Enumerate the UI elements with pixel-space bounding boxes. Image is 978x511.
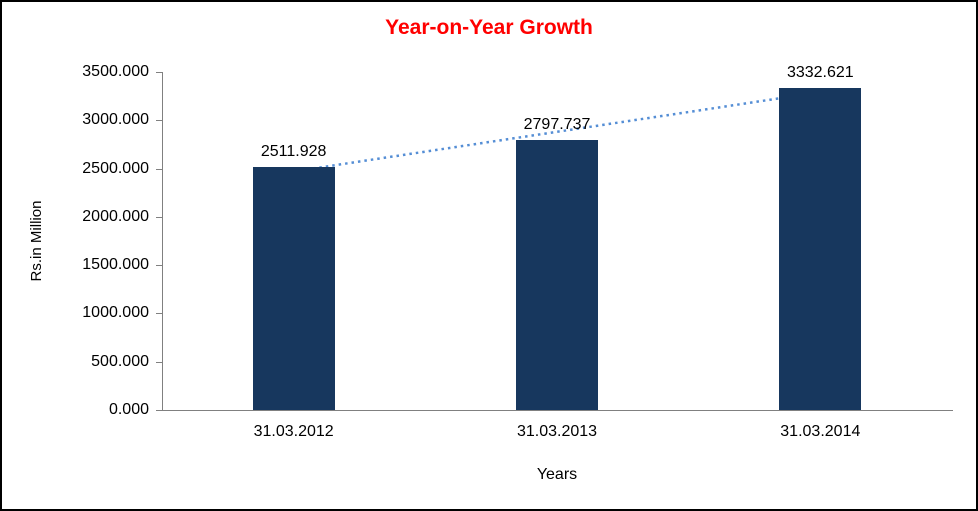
x-axis-title: Years — [536, 466, 578, 483]
y-tick-label: 0.000 — [108, 401, 149, 418]
y-tick-label: 500.000 — [91, 352, 149, 370]
y-tick-mark — [156, 313, 162, 315]
x-axis-line — [156, 410, 953, 411]
y-tick-mark — [156, 361, 162, 363]
y-tick-mark — [156, 168, 162, 170]
x-tick-label: 31.03.2012 — [253, 423, 334, 440]
bar-31.03.2014 — [779, 88, 862, 410]
bar-value-label: 3332.621 — [786, 64, 854, 82]
bar-31.03.2013 — [516, 139, 598, 410]
bar-31.03.2012 — [252, 167, 335, 410]
bar-value-label: 2797.737 — [523, 115, 591, 133]
x-tick-label: 31.03.2013 — [516, 423, 598, 440]
y-axis-line — [162, 72, 163, 411]
y-axis-title: Rs.in Million — [28, 200, 45, 282]
chart-title: Year-on-Year Growth — [385, 16, 593, 39]
y-tick-label: 2500.000 — [82, 159, 149, 177]
y-tick-mark — [156, 410, 162, 411]
y-tick-mark — [156, 265, 162, 267]
y-tick-label: 3500.000 — [82, 63, 149, 80]
y-tick-mark — [156, 216, 162, 218]
bar-value-label: 2511.928 — [260, 143, 327, 161]
y-tick-label: 2000.000 — [82, 207, 149, 225]
y-tick-label: 1500.000 — [82, 256, 149, 274]
x-tick-label: 31.03.2014 — [780, 423, 861, 440]
y-tick-mark — [156, 120, 162, 122]
y-tick-label: 3000.000 — [82, 111, 149, 129]
y-tick-mark — [156, 72, 162, 73]
y-tick-label: 1000.000 — [82, 304, 149, 322]
